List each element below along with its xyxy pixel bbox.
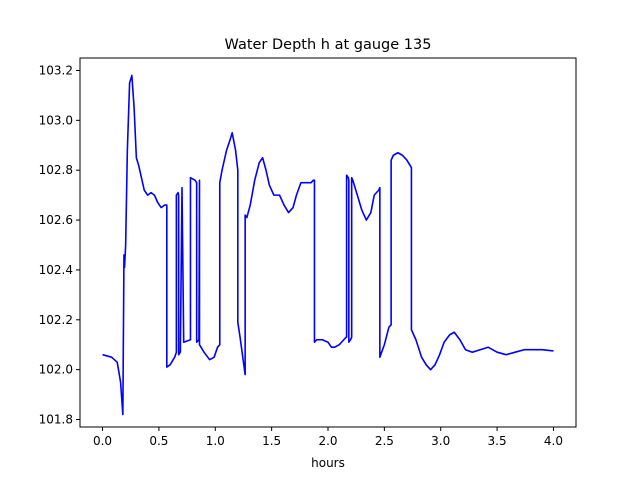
y-axis: 101.8 102.0 102.2 102.4 102.6 102.8 103.0 103.2 xyxy=(39,63,80,427)
series-line-0 xyxy=(102,74,554,416)
y-tick-label: 102.2 xyxy=(39,313,73,327)
x-tick-label: 2.5 xyxy=(375,434,394,448)
y-tick-label: 103.0 xyxy=(39,113,73,127)
x-tick-label: 3.0 xyxy=(431,434,450,448)
y-tick-label: 102.0 xyxy=(39,363,73,377)
y-tick-label: 103.2 xyxy=(39,63,73,77)
x-tick-label: 3.5 xyxy=(488,434,507,448)
x-axis: 0.0 0.5 1.0 1.5 2.0 2.5 3.0 3.5 4.0 xyxy=(93,427,563,448)
x-tick-label: 4.0 xyxy=(544,434,563,448)
y-tick-label: 102.6 xyxy=(39,213,73,227)
y-tick-label: 101.8 xyxy=(39,413,73,427)
x-tick-label: 0.0 xyxy=(93,434,112,448)
x-axis-label: hours xyxy=(311,456,345,470)
x-tick-label: 1.0 xyxy=(206,434,225,448)
y-tick-label: 102.8 xyxy=(39,163,73,177)
chart-title: Water Depth h at gauge 135 xyxy=(225,37,432,53)
x-tick-label: 1.5 xyxy=(262,434,281,448)
x-tick-label: 2.0 xyxy=(318,434,337,448)
y-tick-label: 102.4 xyxy=(39,263,73,277)
series-layer xyxy=(102,74,554,416)
x-tick-label: 0.5 xyxy=(149,434,168,448)
